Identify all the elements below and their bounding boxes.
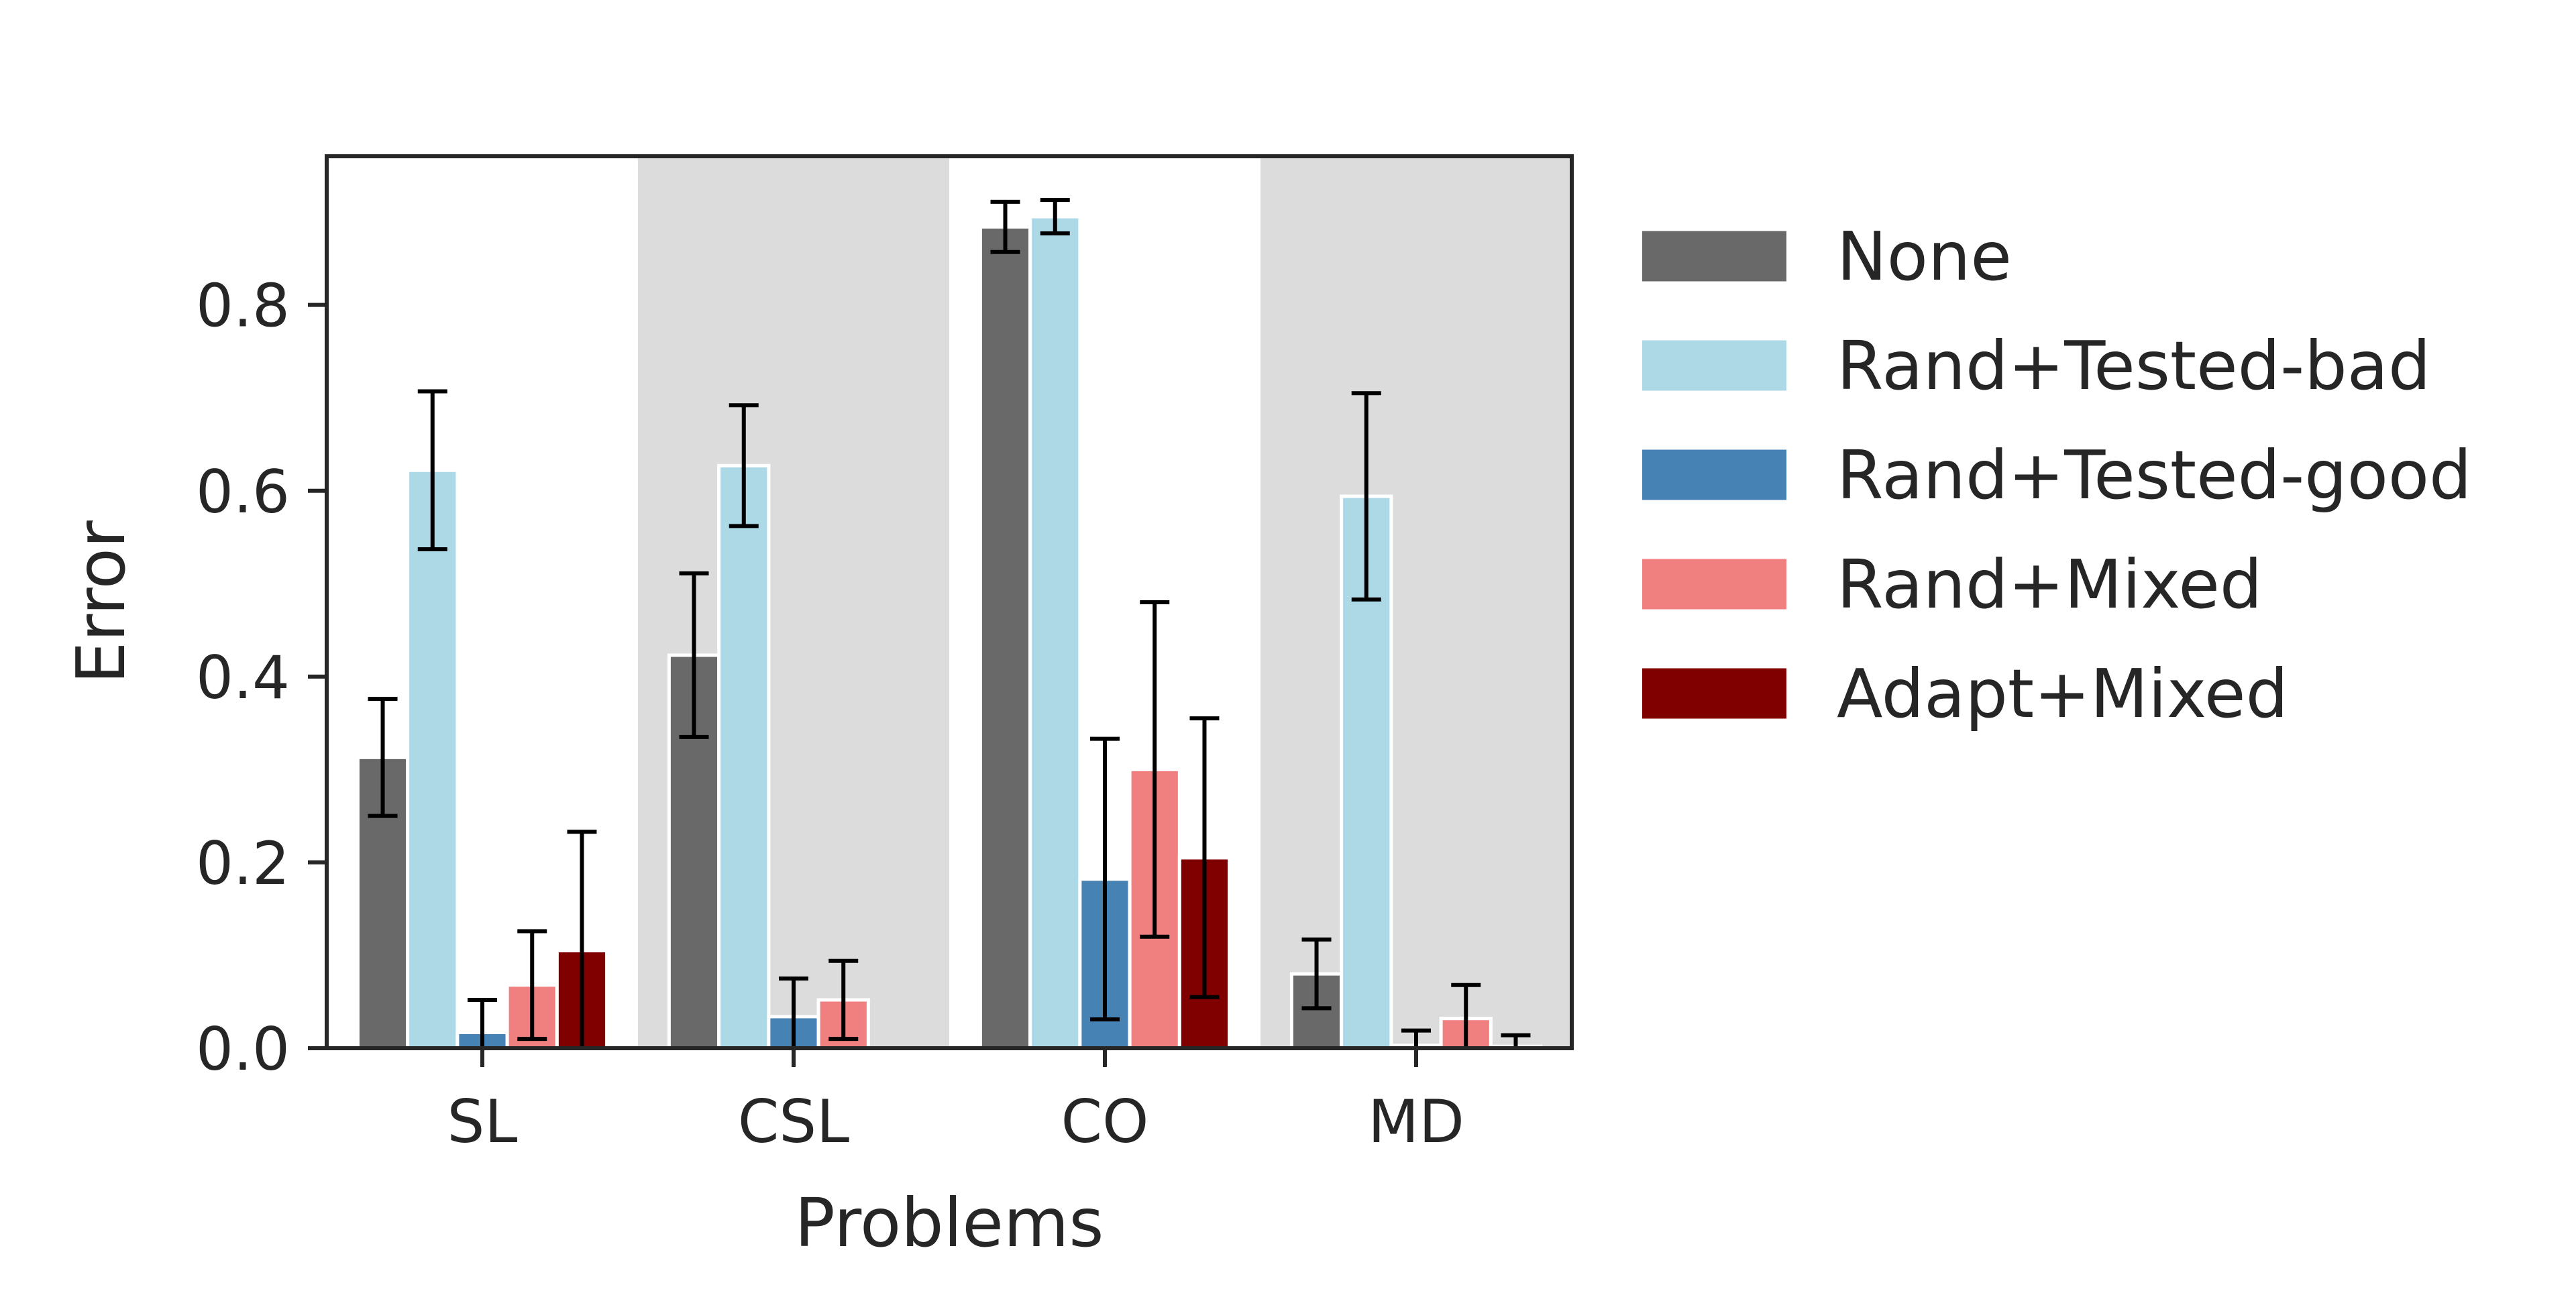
error-bar-rand-tested-bad-csl xyxy=(729,403,759,528)
legend-swatch xyxy=(1642,668,1786,719)
legend: None Rand+Tested-bad Rand+Tested-good Rand+… xyxy=(1642,217,2472,733)
error-bar-none-md xyxy=(1301,937,1332,1011)
category-band-md xyxy=(1260,156,1572,1048)
axes-layer: 0.0 0.2 0.4 0.6 0.8 SL CSL CO MD Problems Error xyxy=(62,154,1574,1262)
error-bar-none-co xyxy=(990,199,1020,254)
legend-swatch xyxy=(1642,231,1786,282)
bar-rand-tested-bad-sl xyxy=(406,468,460,1050)
legend-entry-rand-tested-bad: Rand+Tested-bad xyxy=(1642,327,2430,405)
y-tick-label: 0.0 xyxy=(196,1015,290,1084)
legend-label: Rand+Tested-good xyxy=(1837,436,2472,514)
plot-frame xyxy=(325,154,1574,1050)
x-tick-label-csl: CSL xyxy=(738,1087,849,1156)
legend-label: Rand+Tested-bad xyxy=(1837,327,2430,405)
error-bar-rand-mixed-sl xyxy=(517,929,547,1042)
error-bar-rand-tested-bad-co xyxy=(1040,198,1070,235)
y-tick-label: 0.2 xyxy=(196,829,290,898)
category-shading-layer xyxy=(327,156,1572,1048)
legend-swatch xyxy=(1642,340,1786,391)
legend-swatch xyxy=(1642,449,1786,500)
error-bar-rand-mixed-csl xyxy=(828,958,859,1042)
legend-label: Rand+Mixed xyxy=(1837,545,2262,624)
y-tick-label: 0.4 xyxy=(196,643,290,712)
legend-swatch xyxy=(1642,559,1786,610)
error-bar-adapt-mixed-co xyxy=(1189,716,1220,999)
x-axis-label: Problems xyxy=(795,1184,1104,1262)
error-bar-rand-tested-bad-sl xyxy=(417,389,447,552)
legend-entry-rand-mixed: Rand+Mixed xyxy=(1642,545,2262,624)
bar-rand-tested-bad-co xyxy=(1028,215,1082,1050)
legend-entry-none: None xyxy=(1642,217,2012,296)
legend-entry-adapt-mixed: Adapt+Mixed xyxy=(1642,655,2288,733)
y-tick-label: 0.6 xyxy=(196,457,290,526)
x-tick-label-sl: SL xyxy=(447,1087,518,1156)
legend-entry-rand-tested-good: Rand+Tested-good xyxy=(1642,436,2472,514)
legend-label: Adapt+Mixed xyxy=(1837,655,2288,733)
x-tick-label-co: CO xyxy=(1061,1087,1149,1156)
bar-none-co xyxy=(978,225,1032,1050)
bars-layer xyxy=(356,215,1543,1050)
error-bar-rand-tested-good-co xyxy=(1090,736,1120,1022)
error-bar-rand-mixed-co xyxy=(1140,600,1170,939)
y-axis-label: Error xyxy=(62,520,140,684)
legend-label: None xyxy=(1837,217,2012,296)
error-bar-rand-tested-bad-md xyxy=(1351,391,1381,602)
y-tick-label: 0.8 xyxy=(196,272,290,341)
error-bar-none-sl xyxy=(368,697,398,818)
error-bar-none-csl xyxy=(679,571,709,739)
bar-rand-tested-bad-csl xyxy=(717,463,771,1050)
x-tick-label-md: MD xyxy=(1368,1087,1464,1156)
